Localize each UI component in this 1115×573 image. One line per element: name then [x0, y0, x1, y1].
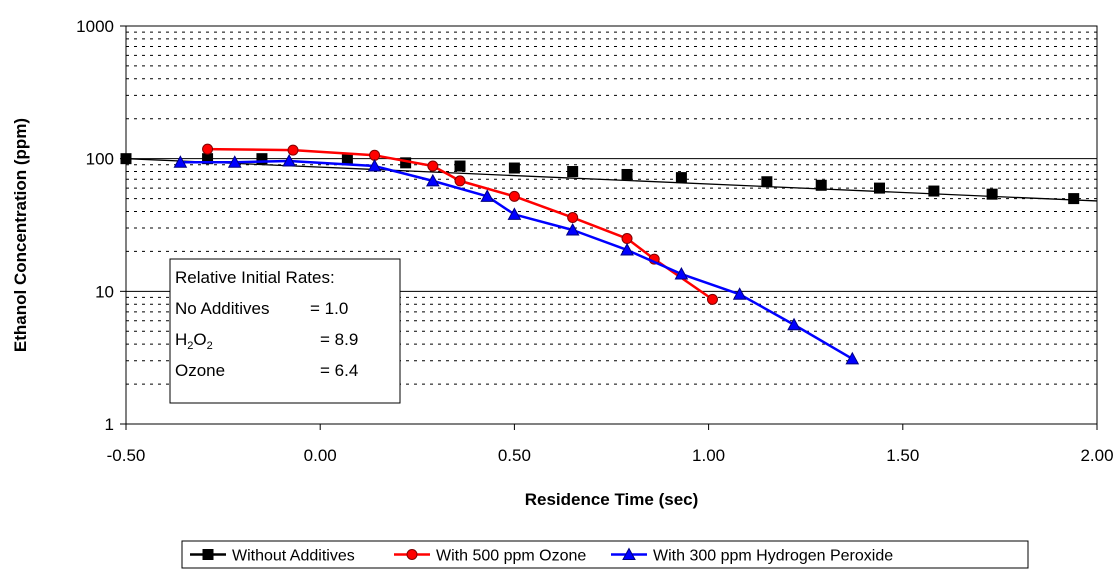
y-tick-label: 1: [105, 415, 114, 434]
data-point: [815, 179, 827, 191]
x-tick-label: 1.00: [692, 446, 725, 465]
axis-titles: Residence Time (sec) Ethanol Concentratio…: [11, 118, 698, 509]
data-point: [425, 173, 440, 187]
data-point: [732, 287, 747, 300]
legend-marker: [406, 549, 418, 560]
annotation-label: Ozone: [175, 361, 225, 380]
legend-label: With 300 ppm Hydrogen Peroxide: [653, 548, 893, 565]
legend-marker: [202, 549, 214, 560]
annotation-label: H2O2: [175, 330, 213, 352]
data-point: [202, 143, 214, 155]
x-tick-label: -0.50: [107, 446, 146, 465]
data-point: [565, 222, 580, 236]
data-point: [227, 155, 242, 168]
annotation-value: = 6.4: [320, 361, 358, 380]
annotation-value: = 8.9: [320, 330, 358, 349]
data-point: [480, 189, 495, 202]
data-point: [369, 149, 381, 161]
data-point: [567, 166, 579, 178]
data-point: [621, 233, 633, 245]
annotation-frame: [169, 258, 401, 404]
y-tick-label: 100: [86, 150, 114, 169]
data-point: [986, 188, 998, 200]
legend: Without Additives With 500 ppm Ozone With …: [181, 540, 1029, 569]
series-2: [202, 143, 718, 305]
data-point: [427, 160, 439, 172]
series-3: [173, 153, 860, 365]
data-point: [706, 293, 718, 305]
data-point: [928, 185, 940, 197]
data-point: [1068, 193, 1080, 205]
data-point: [173, 155, 188, 168]
data-point: [567, 212, 579, 224]
series-layer: [120, 143, 1098, 365]
data-point: [620, 242, 634, 256]
data-point: [454, 175, 466, 187]
data-point: [256, 153, 268, 165]
data-point: [508, 190, 520, 202]
y-axis-title: Ethanol Concentration (ppm): [11, 118, 30, 352]
x-axis-title: Residence Time (sec): [525, 490, 699, 509]
data-point: [507, 207, 522, 220]
x-tick-label: 0.00: [304, 446, 337, 465]
data-point: [508, 162, 520, 174]
legend-frame: [181, 540, 1029, 569]
data-point: [845, 351, 860, 365]
x-tick-label: 1.50: [886, 446, 919, 465]
y-tick-label: 1000: [76, 17, 114, 36]
legend-label: Without Additives: [232, 548, 355, 565]
y-tick-label: 10: [95, 282, 114, 301]
annotation-label: No Additives: [175, 299, 270, 318]
data-point: [367, 158, 382, 172]
annotation-label: Relative Initial Rates:: [175, 268, 335, 287]
legend-marker: [622, 547, 636, 560]
data-point: [282, 153, 296, 167]
data-point: [873, 182, 885, 194]
axes: 1 10 100 1000 -0.50 0.00 0.50 1.00 1.50 2.00: [76, 17, 1113, 465]
data-point: [674, 266, 689, 280]
data-point: [675, 172, 687, 184]
annotation-box: Relative Initial Rates: No Additives = 1.0…: [169, 258, 401, 404]
x-tick-label: 2.00: [1080, 446, 1113, 465]
data-point: [787, 317, 801, 331]
series-line: [207, 147, 714, 301]
data-point: [621, 168, 633, 180]
plot-border: [125, 25, 1098, 425]
data-point: [761, 176, 773, 188]
data-point: [454, 160, 466, 172]
annotation-value: = 1.0: [310, 299, 348, 318]
legend-label: With 500 ppm Ozone: [436, 548, 586, 565]
data-point: [120, 153, 132, 165]
x-tick-label: 0.50: [498, 446, 531, 465]
data-point: [287, 144, 299, 156]
